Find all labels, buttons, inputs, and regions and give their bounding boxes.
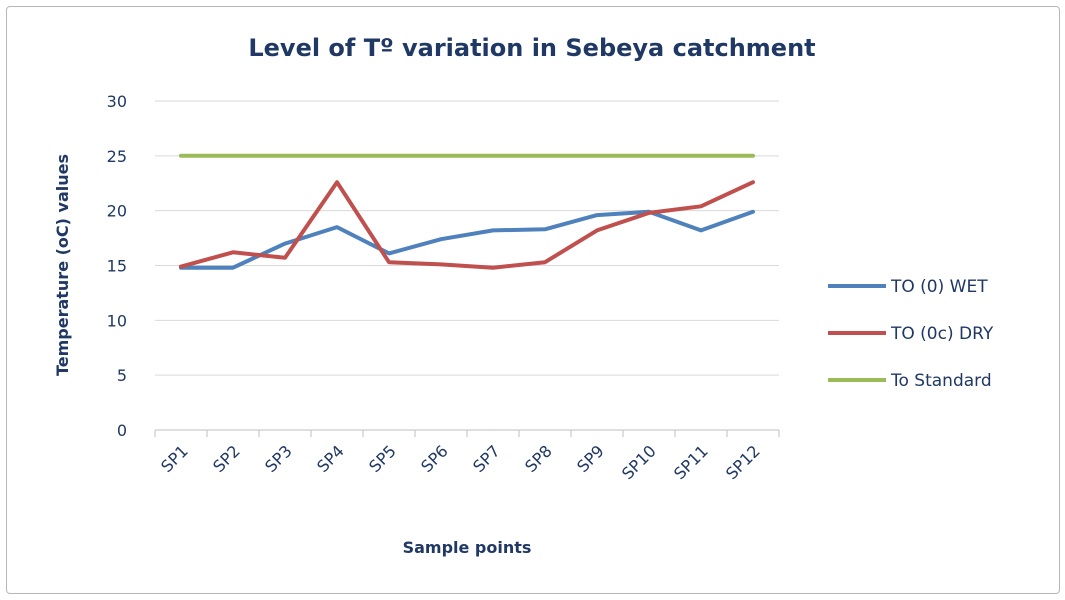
x-tick-label: SP11: [670, 441, 712, 483]
legend: TO (0) WET TO (0c) DRY To Standard: [828, 277, 994, 391]
y-axis-title: Temperature (oC) values: [53, 154, 72, 376]
x-tick-label: SP8: [521, 441, 556, 476]
series-line-1: [179, 209, 755, 270]
y-tick-label: 5: [117, 366, 127, 385]
legend-label-1: TO (0) WET: [890, 277, 988, 297]
x-tick-label: SP9: [573, 441, 608, 476]
x-tick-label: SP2: [209, 441, 244, 476]
x-tick-label: SP4: [313, 441, 348, 476]
y-tick-label: 15: [107, 257, 127, 276]
x-axis-title: Sample points: [403, 538, 532, 557]
x-tick-label: SP12: [722, 441, 764, 483]
x-tick-label: SP10: [618, 441, 660, 483]
x-tick-label: SP5: [365, 441, 400, 476]
y-tick-label: 10: [107, 311, 127, 330]
y-tick-label: 30: [107, 92, 127, 111]
legend-label-3: To Standard: [890, 371, 992, 391]
x-tick-label: SP6: [417, 441, 452, 476]
series-lines: [179, 153, 755, 270]
gridlines: [155, 100, 779, 376]
axes: 0 5 10 15 20 25 30 SP1 SP2 SP3 SP4 SP5 SP6 SP7 SP8 SP9 S…: [107, 92, 780, 483]
x-tick-label: SP3: [261, 441, 296, 476]
x-tick-label: SP1: [157, 441, 192, 476]
chart-frame: [6, 6, 1060, 594]
x-tick-label: SP7: [469, 441, 504, 476]
legend-label-2: TO (0c) DRY: [890, 324, 994, 344]
y-tick-label: 0: [117, 421, 127, 440]
series-line-2: [179, 180, 755, 270]
y-tick-label: 20: [107, 202, 127, 221]
y-tick-label: 25: [107, 147, 127, 166]
chart-title: Level of Tº variation in Sebeya catchmen…: [248, 34, 815, 62]
